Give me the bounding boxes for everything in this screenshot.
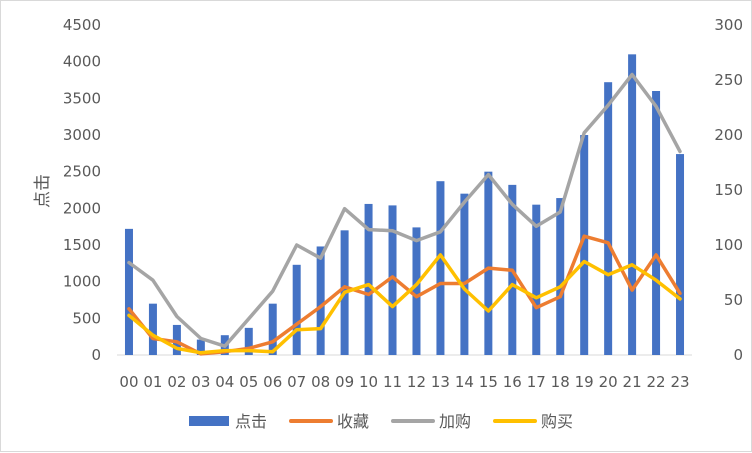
- bar: [244, 327, 253, 355]
- x-tick-label: 02: [167, 373, 186, 391]
- bar: [652, 91, 661, 355]
- bar: [268, 303, 277, 355]
- bar: [484, 171, 493, 355]
- left-tick-label: 500: [72, 309, 101, 327]
- x-tick-label: 21: [623, 373, 642, 391]
- left-tick-label: 2500: [63, 163, 101, 181]
- bar: [460, 193, 469, 355]
- left-tick-label: 3000: [63, 126, 101, 144]
- x-tick-label: 18: [551, 373, 570, 391]
- bar: [292, 264, 301, 355]
- x-tick-label: 03: [191, 373, 210, 391]
- right-tick-label: 250: [714, 71, 743, 89]
- bar: [148, 303, 157, 355]
- x-tick-label: 20: [599, 373, 618, 391]
- x-tick-label: 05: [239, 373, 258, 391]
- bar: [436, 181, 445, 355]
- bar: [388, 205, 397, 355]
- bar: [172, 324, 181, 355]
- left-tick-label: 1000: [63, 273, 101, 291]
- right-tick-label: 100: [714, 236, 743, 254]
- left-tick-label: 2000: [63, 199, 101, 217]
- legend-label: 加购: [439, 412, 471, 431]
- legend: 点击 收藏 加购 购买: [189, 412, 573, 431]
- right-tick-label: 200: [714, 126, 743, 144]
- x-tick-label: 23: [670, 373, 689, 391]
- legend-label: 点击: [235, 412, 267, 431]
- bar: [412, 227, 421, 355]
- bar: [316, 246, 325, 355]
- x-tick-label: 06: [263, 373, 282, 391]
- bar: [604, 82, 613, 355]
- x-tick-label: 01: [143, 373, 162, 391]
- legend-swatch: [189, 416, 229, 426]
- legend-label: 收藏: [337, 412, 369, 431]
- series-line: [127, 253, 682, 355]
- series-line: [127, 72, 682, 348]
- bar: [580, 135, 589, 355]
- x-tick-label: 10: [359, 373, 378, 391]
- x-tick-label: 04: [215, 373, 234, 391]
- right-tick-label: 150: [714, 181, 743, 199]
- left-tick-label: 4000: [63, 53, 101, 71]
- bar: [556, 198, 565, 355]
- right-tick-label: 50: [724, 291, 743, 309]
- right-tick-label: 0: [733, 346, 743, 364]
- x-tick-label: 13: [431, 373, 450, 391]
- x-tick-label: 15: [479, 373, 498, 391]
- x-tick-label: 09: [335, 373, 354, 391]
- x-tick-label: 22: [647, 373, 666, 391]
- bar-series: [124, 54, 685, 355]
- y-axis-title: 点击: [33, 174, 53, 208]
- left-tick-label: 4500: [63, 16, 101, 34]
- bar: [364, 203, 373, 355]
- x-tick-label: 07: [287, 373, 306, 391]
- x-tick-label: 19: [575, 373, 594, 391]
- x-tick-label: 17: [527, 373, 546, 391]
- bar: [676, 154, 685, 355]
- left-tick-label: 1500: [63, 236, 101, 254]
- bar: [196, 339, 205, 355]
- x-tick-label: 14: [455, 373, 474, 391]
- left-tick-label: 3500: [63, 89, 101, 107]
- bar: [628, 54, 637, 355]
- bar: [532, 204, 541, 355]
- x-tick-label: 11: [383, 373, 402, 391]
- left-tick-label: 0: [91, 346, 101, 364]
- x-tick-label: 12: [407, 373, 426, 391]
- legend-label: 购买: [541, 412, 573, 431]
- bar: [124, 228, 133, 355]
- x-axis-ticks: 00 01 02 03 04 05 06 07 08 09 10 11 12 13 14 15 16 17 18 19…: [119, 373, 689, 391]
- left-axis-ticks: 0 500 1000 1500 2000 2500 3000 3500 4000 4500: [63, 16, 101, 364]
- x-tick-label: 00: [119, 373, 138, 391]
- right-tick-label: 300: [714, 16, 743, 34]
- x-tick-label: 16: [503, 373, 522, 391]
- x-tick-label: 08: [311, 373, 330, 391]
- line-series: [127, 72, 682, 356]
- right-axis-ticks: 0 50 100 150 200 250 300: [714, 16, 743, 364]
